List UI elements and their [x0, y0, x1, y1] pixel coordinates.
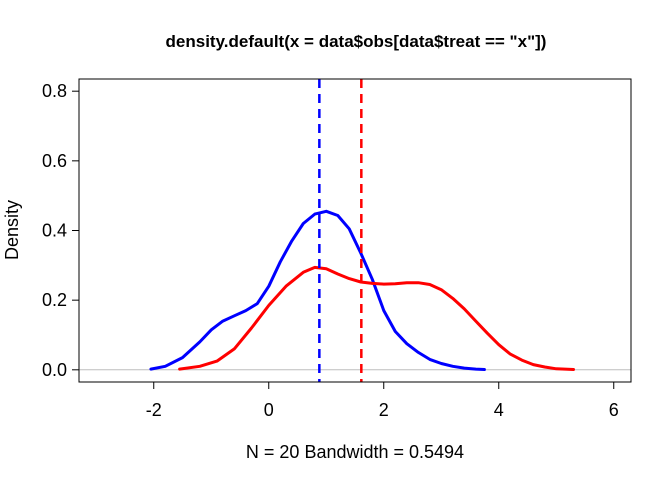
- x-tick-label: 4: [494, 400, 504, 420]
- y-tick-label: 0.6: [42, 151, 67, 171]
- plot-area: [79, 79, 631, 382]
- density-curve-1: [149, 209, 486, 371]
- x-axis: -2 0 2 4 6: [146, 382, 619, 420]
- y-tick-label: 0.4: [42, 221, 67, 241]
- y-tick-label: 0.2: [42, 290, 67, 310]
- x-tick-label: 2: [379, 400, 389, 420]
- x-tick-label: -2: [146, 400, 162, 420]
- x-tick-label: 0: [264, 400, 274, 420]
- x-tick-label: 6: [609, 400, 619, 420]
- x-axis-label: N = 20 Bandwidth = 0.5494: [246, 442, 464, 462]
- y-tick-label: 0.0: [42, 360, 67, 380]
- density-curve-2: [178, 265, 575, 371]
- plot-frame: [78, 78, 632, 383]
- y-axis: 0.0 0.2 0.4 0.6 0.8: [42, 81, 79, 380]
- y-axis-label: Density: [2, 200, 22, 260]
- chart-title: density.default(x = data$obs[data$treat …: [166, 32, 547, 51]
- y-tick-label: 0.8: [42, 81, 67, 101]
